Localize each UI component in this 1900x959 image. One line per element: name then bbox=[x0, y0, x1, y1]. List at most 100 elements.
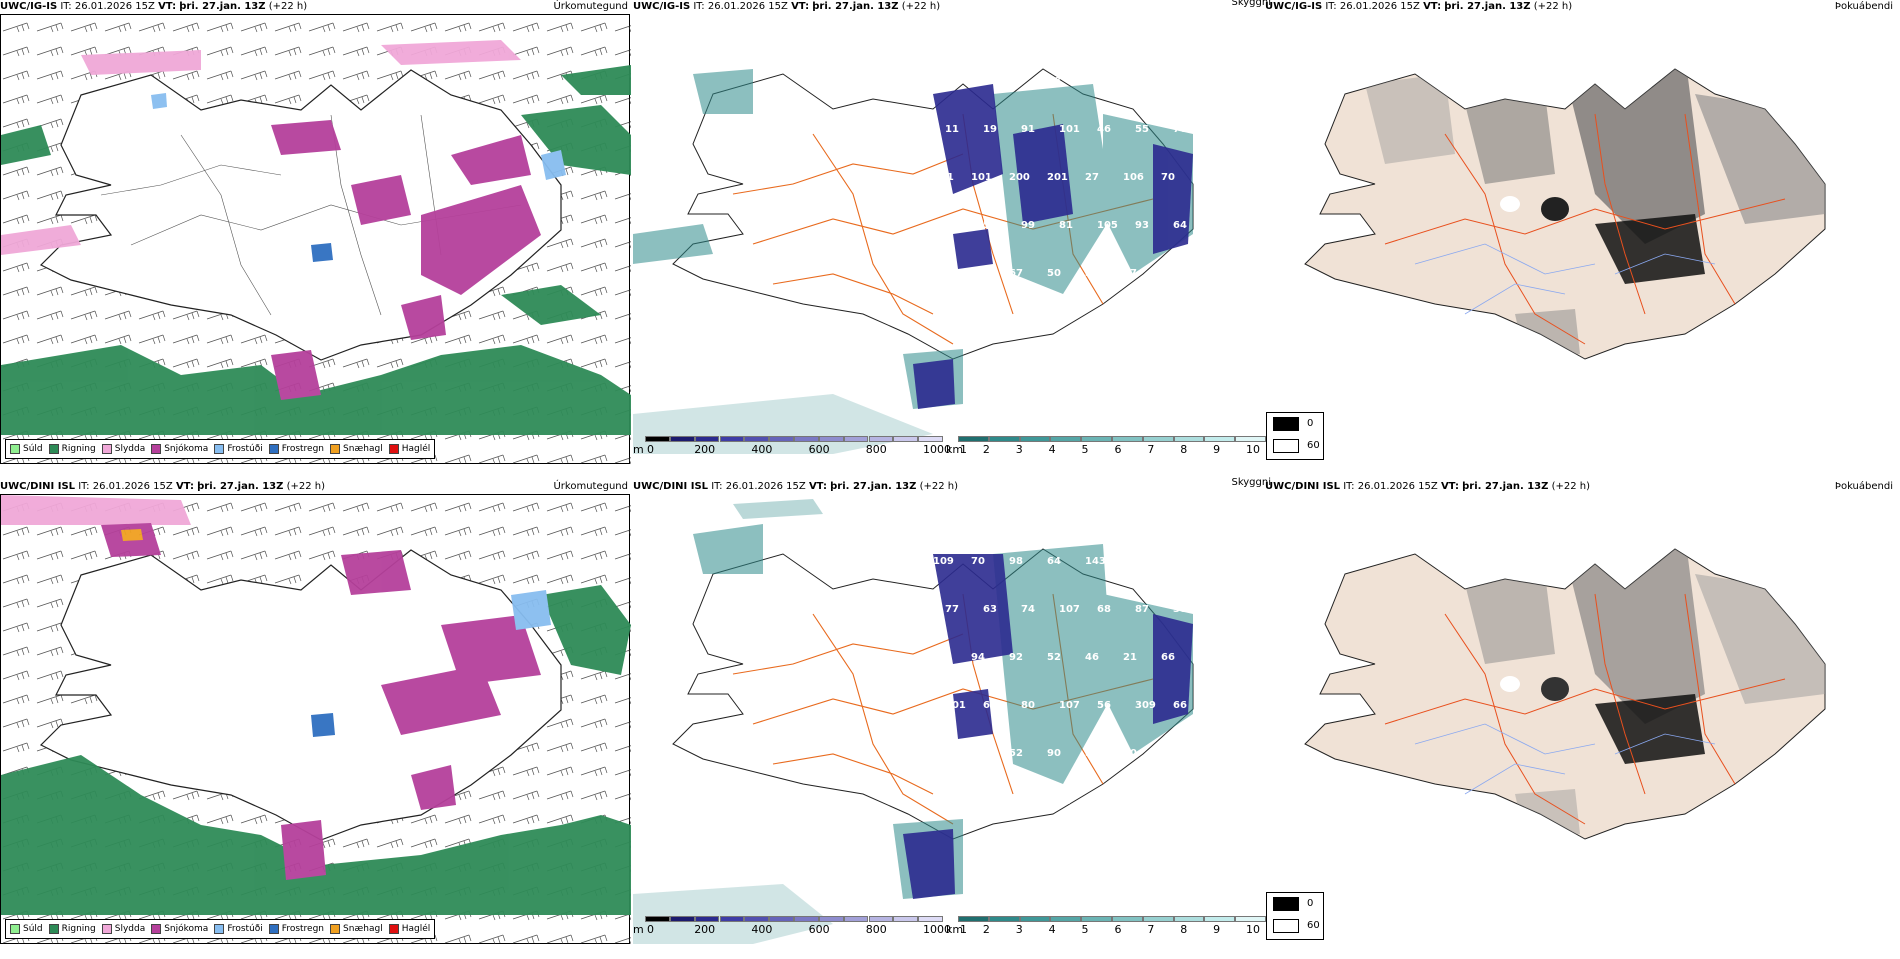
map-canvas[interactable]: Súld Rigning Slydda Snjókoma Frostúði Fr… bbox=[0, 494, 631, 945]
swatch-white bbox=[1273, 439, 1299, 453]
colorbar-cell bbox=[1173, 916, 1205, 922]
colorbar-tick-label: 5 bbox=[1081, 443, 1089, 456]
colorbar-tick-label: 10 bbox=[1246, 443, 1260, 456]
colorbar-cell bbox=[1204, 916, 1236, 922]
visibility-value-label: 66 bbox=[1161, 652, 1175, 663]
visibility-value-label: 80 bbox=[1021, 700, 1035, 711]
visibility-value-label: 104 bbox=[983, 796, 1004, 807]
colorbar-unit: m bbox=[633, 443, 644, 456]
visibility-value-label: 91 bbox=[1021, 124, 1035, 135]
colorbar-tick-label: 400 bbox=[751, 443, 773, 456]
colorbar-tick-label: 800 bbox=[865, 443, 887, 456]
colorbar-tick-label: 600 bbox=[808, 443, 830, 456]
legend-label: Snjókoma bbox=[164, 924, 209, 934]
lead-time: (+22 h) bbox=[901, 1, 941, 12]
map-canvas[interactable]: 109 70 98 64 143 53 179 77 63 74 107 68 87 38 80 94 92 52… bbox=[633, 494, 1263, 944]
legend-item: Frostregn bbox=[268, 444, 325, 454]
product-title: Þokuábendi bbox=[1834, 481, 1893, 492]
visibility-value-label: 77 bbox=[1059, 796, 1073, 807]
map-canvas[interactable] bbox=[1265, 14, 1895, 464]
colorbar-tick-label: 9 bbox=[1213, 443, 1221, 456]
legend-label: Snæhagl bbox=[343, 924, 383, 934]
model-name: UWC/DINI ISL bbox=[0, 481, 76, 492]
colorbar-cell bbox=[893, 916, 919, 922]
colorbar-cell bbox=[843, 436, 869, 442]
visibility-value-label: 11 bbox=[1161, 748, 1175, 759]
visibility-value-label: 46 bbox=[1085, 652, 1099, 663]
colorbar-cell bbox=[1081, 916, 1112, 922]
colorbar-tick-label: 0 bbox=[647, 923, 654, 936]
legend-item: Frostúði bbox=[214, 924, 263, 934]
swatch bbox=[101, 444, 112, 454]
colorbar-tick-label: 400 bbox=[751, 923, 773, 936]
colorbar-cell bbox=[645, 916, 670, 922]
colorbar-tick-label: 10 bbox=[1246, 923, 1260, 936]
colorbar-unit: m bbox=[633, 923, 644, 936]
init-time: IT: 26.01.2026 15Z bbox=[60, 1, 155, 12]
colorbar-cell bbox=[988, 436, 1020, 442]
visibility-value-label: 58 bbox=[983, 220, 997, 231]
visibility-value-label: 38 bbox=[1173, 604, 1187, 615]
cloud-base-colorbar: m 0 200 400 600 800 1000 bbox=[633, 436, 951, 456]
swatch-black bbox=[1273, 417, 1299, 431]
legend-label: Slydda bbox=[114, 924, 146, 934]
lead-time: (+22 h) bbox=[1551, 481, 1591, 492]
precip-type-map-ig: UWC/IG-IS IT: 26.01.2026 15Z VT: þri. 27… bbox=[0, 1, 631, 479]
legend-item: Snjókoma bbox=[151, 924, 208, 934]
visibility-labels: 109 70 98 64 143 53 179 77 63 74 107 68 87 38 80 94 92 52… bbox=[933, 556, 1187, 807]
precip-type-legend: Súld Rigning Slydda Snjókoma Frostúði Fr… bbox=[5, 439, 436, 459]
swatch bbox=[48, 924, 59, 934]
colorbar-cell bbox=[1050, 436, 1082, 442]
visibility-colorbar: km 1 2 3 4 5 6 7 8 9 10 bbox=[946, 916, 1266, 936]
colorbar-cell bbox=[958, 916, 989, 922]
colorbar-tick-label: 4 bbox=[1048, 923, 1056, 936]
colorbar-cell bbox=[1235, 916, 1266, 922]
visibility-value-label: 90 bbox=[1047, 748, 1061, 759]
colorbar-cell bbox=[818, 916, 844, 922]
legend-label: Súld bbox=[23, 444, 43, 454]
colorbar-cell bbox=[719, 916, 745, 922]
colorbar-tick-label: 9 bbox=[1213, 923, 1221, 936]
fog-legend-label: 60 bbox=[1307, 440, 1320, 451]
valid-time-label: VT: bbox=[808, 481, 827, 492]
visibility-value-label: 179 bbox=[1161, 556, 1182, 567]
colorbar-cell bbox=[694, 916, 720, 922]
colorbar-tick-label: 3 bbox=[1015, 923, 1023, 936]
visibility-value-label: 64 bbox=[1047, 556, 1061, 567]
colorbar-cell bbox=[794, 436, 819, 442]
colorbar-cell bbox=[719, 436, 745, 442]
visibility-value-label: 74 bbox=[1021, 604, 1035, 615]
visibility-map-ig: UWC/IG-IS IT: 26.01.2026 15Z VT: þri. 27… bbox=[633, 0, 1271, 479]
legend-label: Haglél bbox=[401, 924, 431, 934]
map-canvas[interactable]: Súld Rigning Slydda Snjókoma Frostúði Fr… bbox=[0, 14, 631, 465]
legend-label: Frostregn bbox=[281, 444, 325, 454]
colorbar-cell bbox=[818, 436, 844, 442]
product-title: Skyggni bbox=[1231, 0, 1271, 8]
map-canvas[interactable] bbox=[1265, 494, 1895, 944]
visibility-value-label: 68 bbox=[1097, 604, 1111, 615]
colorbar-cell bbox=[694, 436, 720, 442]
legend-item: Rigning bbox=[48, 444, 96, 454]
visibility-value-label: 12 bbox=[1161, 76, 1175, 87]
valid-time-label: VT: bbox=[1440, 481, 1459, 492]
legend-item: Haglél bbox=[388, 444, 430, 454]
map-canvas[interactable]: 103 82 81 78 87 80 12 11 19 91 101 46 55 70 121 101 200 2… bbox=[633, 14, 1263, 464]
colorbar-cell bbox=[918, 436, 943, 442]
model-name: UWC/IG-IS bbox=[633, 1, 691, 12]
visibility-value-label: 101 bbox=[1059, 124, 1080, 135]
colorbar-cell bbox=[988, 916, 1020, 922]
colorbar-cell bbox=[958, 436, 989, 442]
legend-item: Súld bbox=[10, 444, 43, 454]
legend-label: Frostregn bbox=[281, 924, 325, 934]
legend-item: Slydda bbox=[101, 924, 146, 934]
legend-label: Rigning bbox=[61, 444, 96, 454]
swatch bbox=[268, 924, 279, 934]
swatch bbox=[10, 444, 20, 454]
colorbar-cell bbox=[769, 916, 794, 922]
legend-label: Frostúði bbox=[227, 444, 263, 454]
legend-item: Rigning bbox=[48, 924, 96, 934]
colorbar-cell bbox=[1112, 916, 1143, 922]
visibility-value-label: 52 bbox=[1009, 748, 1023, 759]
visibility-value-label: 87 bbox=[933, 748, 947, 759]
init-time: IT: 26.01.2026 15Z bbox=[693, 1, 788, 12]
